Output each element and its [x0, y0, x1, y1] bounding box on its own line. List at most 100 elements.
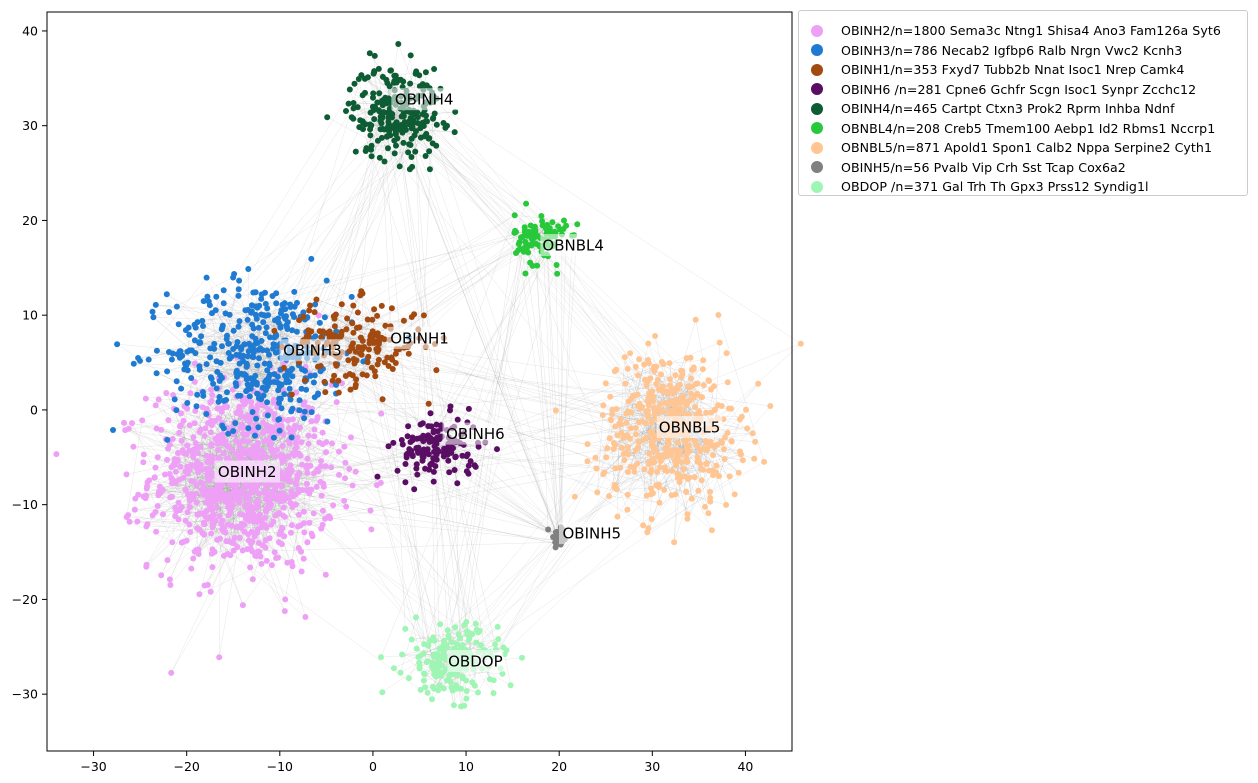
- data-point: [234, 544, 241, 551]
- data-point: [175, 321, 182, 328]
- data-point: [357, 334, 364, 341]
- data-point: [154, 503, 161, 509]
- data-point: [409, 163, 416, 170]
- data-point: [749, 430, 756, 437]
- data-point: [216, 513, 223, 520]
- data-point: [390, 665, 397, 672]
- data-point: [208, 501, 214, 508]
- data-point: [404, 433, 411, 440]
- data-point: [281, 300, 288, 307]
- data-point: [627, 435, 633, 442]
- data-point: [318, 492, 325, 499]
- data-point: [374, 99, 381, 106]
- data-point: [367, 507, 374, 514]
- data-point: [395, 41, 402, 47]
- data-point: [347, 386, 354, 393]
- data-point: [209, 507, 216, 514]
- data-point: [201, 432, 208, 439]
- data-point: [251, 533, 258, 540]
- data-point: [617, 464, 624, 471]
- data-point: [183, 451, 190, 457]
- data-point: [528, 241, 535, 248]
- data-point: [352, 468, 359, 475]
- data-point: [332, 311, 339, 318]
- data-point: [288, 434, 295, 441]
- data-point: [274, 446, 280, 453]
- data-point: [308, 255, 315, 262]
- data-point: [625, 469, 631, 475]
- data-point: [191, 378, 198, 385]
- data-point: [288, 408, 295, 415]
- data-point: [472, 463, 479, 470]
- data-point: [237, 392, 244, 399]
- data-point: [285, 453, 292, 460]
- data-point: [228, 447, 235, 454]
- data-point: [767, 403, 774, 409]
- data-point: [162, 471, 168, 478]
- data-point: [185, 324, 192, 331]
- data-point: [364, 74, 371, 81]
- data-point: [263, 324, 270, 331]
- data-point: [737, 448, 743, 455]
- data-point: [195, 548, 201, 555]
- data-point: [445, 632, 452, 639]
- data-point: [416, 83, 423, 90]
- data-point: [425, 432, 432, 439]
- data-point: [364, 316, 371, 323]
- data-point: [350, 100, 357, 106]
- data-point: [640, 522, 647, 529]
- data-point: [448, 443, 455, 450]
- data-point: [276, 400, 282, 406]
- data-point: [169, 350, 176, 357]
- data-point: [258, 560, 265, 567]
- data-point: [427, 461, 434, 468]
- data-point: [296, 317, 303, 324]
- data-point: [379, 126, 386, 132]
- data-point: [310, 379, 317, 386]
- data-point: [317, 463, 324, 470]
- cluster-label: OBINH4: [395, 91, 454, 109]
- data-point: [192, 350, 199, 357]
- data-point: [538, 213, 545, 219]
- data-point: [206, 468, 213, 475]
- data-point: [228, 539, 235, 546]
- data-point: [149, 512, 156, 519]
- data-point: [351, 80, 358, 87]
- data-point: [436, 669, 443, 676]
- data-point: [262, 300, 269, 307]
- data-point: [421, 641, 428, 648]
- data-point: [358, 72, 365, 79]
- data-point: [224, 443, 231, 450]
- data-point: [250, 455, 257, 462]
- data-point: [574, 221, 581, 228]
- legend-item: OBINH4/n=465 Cartpt Ctxn3 Prok2 Rprm Inh…: [811, 99, 1247, 119]
- data-point: [426, 135, 433, 142]
- data-point: [293, 389, 300, 396]
- data-point: [188, 478, 195, 484]
- data-point: [392, 350, 399, 357]
- data-point: [184, 348, 191, 355]
- data-point: [338, 332, 345, 339]
- data-point: [280, 432, 287, 438]
- data-point: [593, 465, 600, 472]
- data-point: [333, 399, 340, 406]
- data-point: [216, 654, 223, 661]
- data-point: [250, 345, 257, 352]
- y-tick-label: −30: [12, 687, 38, 702]
- data-point: [274, 373, 281, 380]
- cluster-label-bg: [214, 460, 281, 483]
- data-point: [167, 582, 174, 588]
- data-point: [383, 97, 390, 103]
- data-point: [253, 415, 260, 422]
- data-point: [314, 391, 321, 398]
- data-point: [220, 397, 227, 404]
- data-point: [259, 523, 266, 530]
- data-point: [281, 391, 288, 398]
- series-points: [374, 403, 500, 493]
- data-point: [233, 382, 240, 389]
- data-point: [248, 302, 255, 309]
- data-point: [674, 385, 681, 392]
- data-point: [169, 436, 176, 442]
- data-point: [423, 117, 430, 124]
